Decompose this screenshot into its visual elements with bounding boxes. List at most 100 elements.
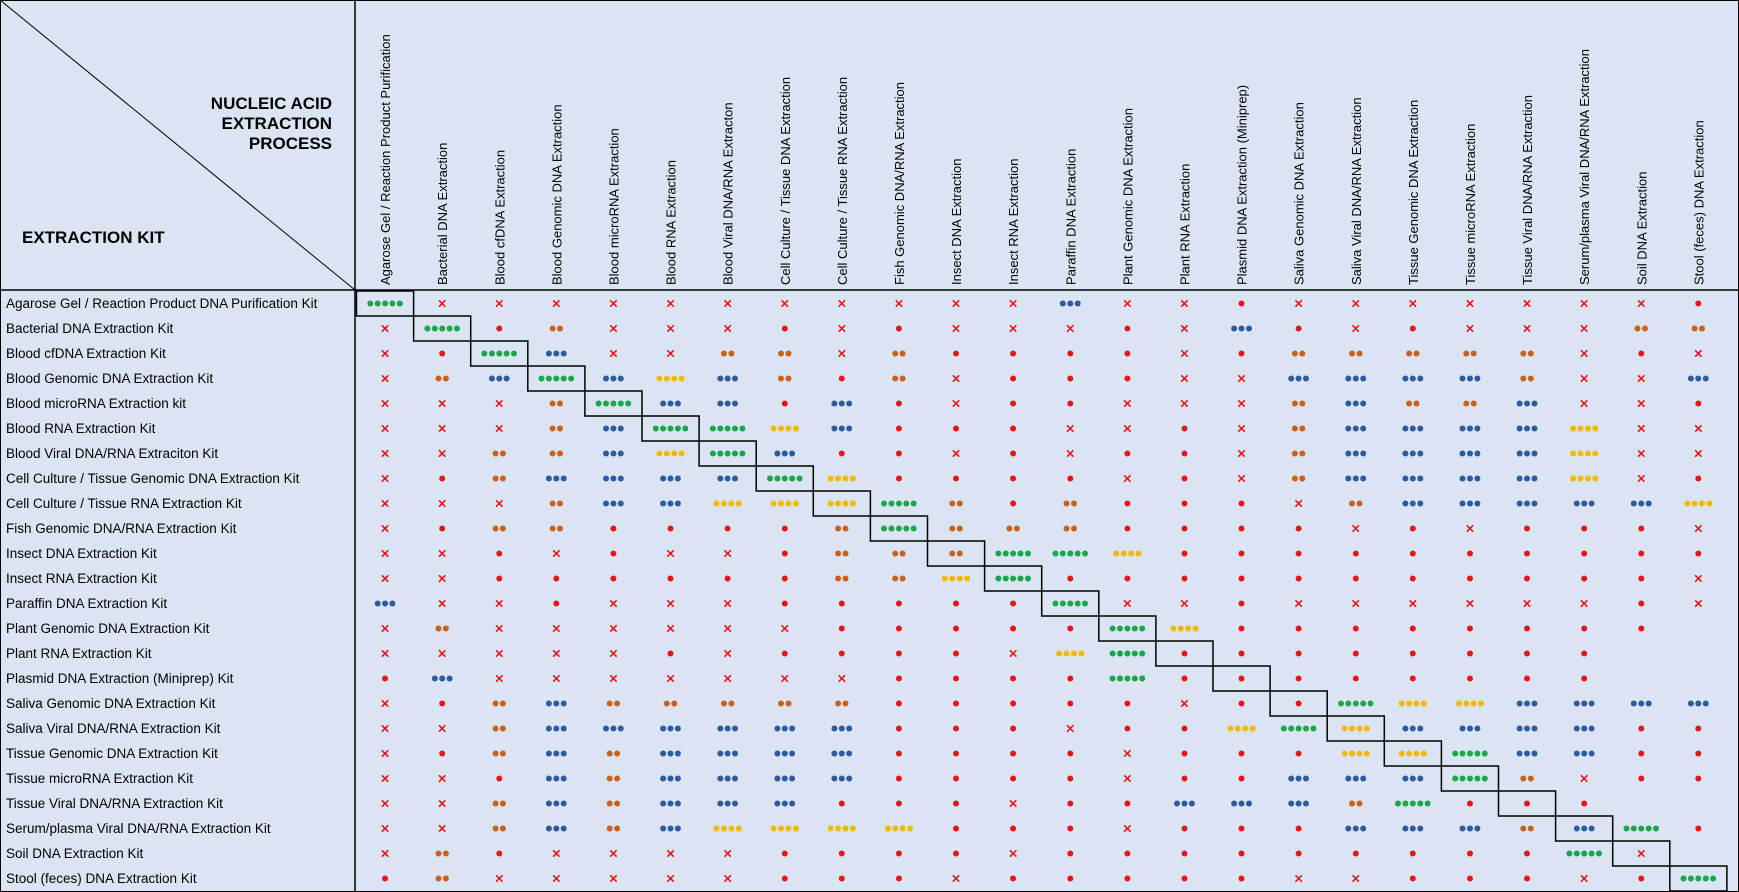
dot	[1363, 725, 1370, 732]
matrix-cells	[367, 299, 1717, 883]
five-dots	[652, 425, 689, 432]
cross-stroke	[1580, 874, 1588, 883]
three-dots	[603, 375, 624, 382]
three-dots	[545, 700, 567, 707]
five-dots	[1052, 600, 1088, 607]
incompatible-mark	[1409, 299, 1417, 308]
dot	[674, 425, 681, 432]
dot	[1573, 825, 1580, 832]
dot	[888, 525, 895, 532]
cross-stroke	[381, 449, 389, 458]
dot	[1349, 750, 1355, 757]
three-dots	[1516, 400, 1538, 407]
dot	[1581, 575, 1588, 582]
dot	[1117, 675, 1123, 682]
five-dots	[881, 525, 917, 532]
cross-stroke	[438, 799, 446, 808]
dot	[1010, 700, 1017, 707]
dot	[1581, 650, 1588, 657]
single-dot	[1409, 525, 1416, 532]
dot	[827, 500, 834, 507]
incompatible-mark	[1009, 799, 1017, 808]
two-dots	[435, 875, 449, 882]
two-dots	[606, 800, 621, 807]
dot	[667, 575, 674, 582]
single-dot	[953, 775, 959, 782]
dot	[838, 450, 845, 457]
dot	[1684, 500, 1691, 507]
incompatible-mark	[952, 299, 960, 308]
dot	[1067, 575, 1074, 582]
single-dot	[1181, 425, 1188, 432]
cross-stroke	[838, 299, 846, 308]
single-dot	[1238, 825, 1245, 832]
cross-stroke	[723, 624, 732, 633]
incompatible-mark	[381, 699, 389, 708]
dot	[1596, 850, 1602, 857]
dot	[1074, 550, 1081, 557]
four-dots	[713, 500, 742, 507]
row-label: Blood cfDNA Extraction Kit	[6, 346, 166, 361]
dot	[849, 475, 856, 482]
single-dot	[1695, 400, 1702, 407]
dot	[1181, 800, 1188, 807]
three-dots	[774, 450, 796, 457]
single-dot	[1467, 575, 1473, 582]
dot	[374, 600, 381, 607]
dot	[656, 375, 663, 382]
cross-stroke	[438, 774, 446, 783]
dot	[1025, 575, 1031, 582]
dot	[1395, 800, 1401, 807]
dot	[1474, 475, 1481, 482]
dot	[895, 800, 902, 807]
single-dot	[439, 700, 446, 707]
dot	[1067, 550, 1074, 557]
dot	[1238, 700, 1245, 707]
dot	[1592, 425, 1599, 432]
three-dots	[1402, 375, 1424, 382]
dot	[1623, 825, 1630, 832]
three-dots	[717, 375, 738, 382]
dot	[660, 825, 667, 832]
dot	[781, 475, 788, 482]
incompatible-mark	[952, 374, 960, 383]
dot	[1409, 450, 1416, 457]
dot	[1417, 825, 1424, 832]
cross-stroke	[1009, 649, 1017, 658]
single-dot	[1124, 700, 1131, 707]
dot	[1124, 525, 1131, 532]
cross-stroke	[1123, 599, 1132, 608]
dot	[610, 575, 617, 582]
dot	[1352, 850, 1359, 857]
dot	[595, 400, 602, 407]
five-dots	[481, 350, 517, 357]
dot	[1299, 400, 1306, 407]
dot	[720, 825, 727, 832]
cross-stroke	[723, 674, 732, 683]
dot	[732, 800, 738, 807]
cross-stroke	[1123, 424, 1132, 433]
five-dots	[1452, 750, 1488, 757]
row-label: Blood RNA Extraction Kit	[6, 421, 156, 436]
dot	[674, 500, 681, 507]
dot	[1527, 350, 1534, 357]
cross-stroke	[609, 324, 618, 333]
dot	[1181, 500, 1188, 507]
two-dots	[1291, 450, 1306, 457]
row-label: Paraffin DNA Extraction Kit	[6, 596, 167, 611]
dot	[1413, 700, 1420, 707]
dot	[895, 525, 902, 532]
dot	[1467, 575, 1473, 582]
single-dot	[1124, 850, 1131, 857]
dot	[1288, 725, 1295, 732]
dot	[1581, 700, 1588, 707]
dot	[770, 425, 777, 432]
diagonal-box	[1098, 615, 1157, 642]
three-dots	[774, 800, 796, 807]
dot	[1463, 400, 1470, 407]
dot	[1181, 550, 1188, 557]
five-dots	[1452, 775, 1488, 782]
cross-stroke	[1351, 299, 1360, 308]
dot	[781, 525, 788, 532]
single-dot	[1352, 675, 1359, 682]
